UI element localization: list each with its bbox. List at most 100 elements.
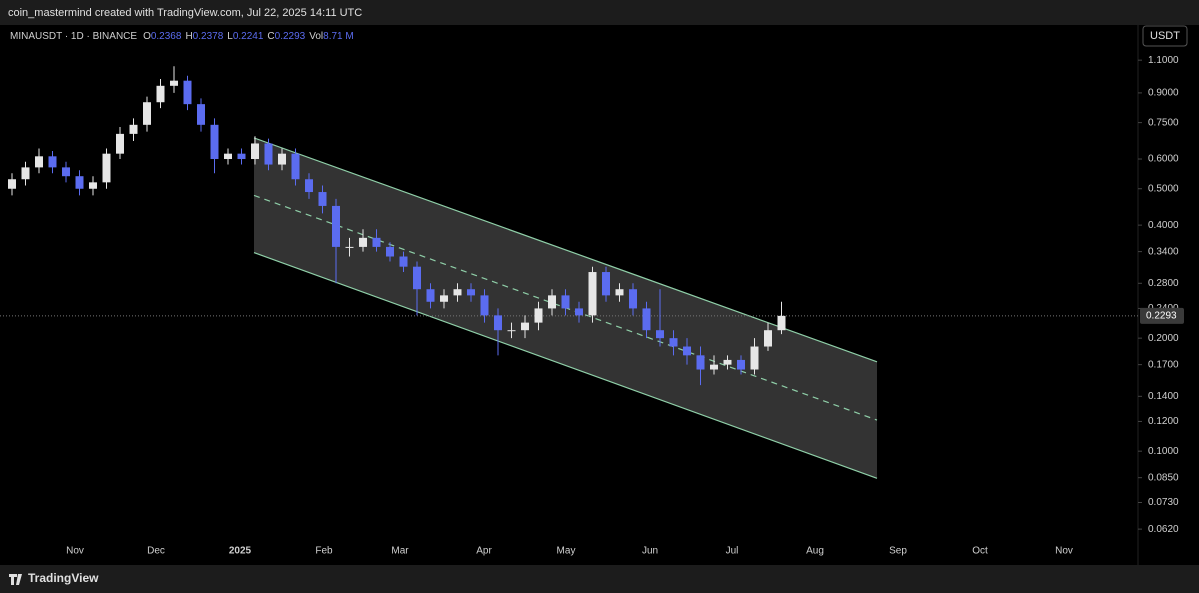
candle-body: [588, 272, 597, 316]
candle-body: [116, 133, 124, 154]
y-tick-label: 0.9000: [1148, 88, 1179, 99]
channel-lower: [253, 252, 878, 479]
candle-body: [440, 295, 448, 302]
currency-button[interactable]: [1142, 25, 1188, 47]
candle-body: [413, 266, 421, 290]
candle-body: [399, 256, 408, 267]
candle-body: [656, 330, 664, 339]
candle-body: [264, 143, 273, 165]
candle-body: [102, 153, 111, 183]
candle-body: [278, 153, 286, 165]
legend: MINAUSDT · 1D · BINANCE O0.2368 H0.2378 L0.…: [10, 31, 354, 42]
y-tick-label: 0.1700: [1148, 359, 1179, 370]
candle-body: [224, 153, 232, 160]
credit: coin_mastermind created with TradingView…: [8, 7, 362, 19]
candle-body: [318, 192, 327, 206]
y-tick-label: 0.2800: [1148, 278, 1179, 289]
y-tick-label: 0.3400: [1148, 246, 1179, 257]
x-tick-label: Sep: [889, 546, 907, 557]
y-tick-label: 0.0730: [1148, 497, 1179, 508]
x-tick-label: May: [557, 546, 576, 557]
channel-upper: [253, 137, 878, 363]
candle-body: [372, 237, 381, 247]
y-tick-label: 0.1000: [1148, 446, 1179, 457]
candle-body: [143, 102, 151, 125]
candle-body: [89, 182, 97, 189]
candle-body: [480, 295, 489, 316]
candle-body: [669, 338, 678, 347]
candle-body: [710, 364, 718, 370]
candle-body: [683, 346, 691, 356]
y-tick-label: 0.7500: [1148, 117, 1179, 128]
y-tick-label: 0.6000: [1148, 154, 1179, 165]
y-tick-label: 0.0850: [1148, 472, 1179, 483]
y-tick-label: 0.5000: [1148, 183, 1179, 194]
x-tick-label: Apr: [476, 546, 492, 557]
candle-body: [764, 330, 772, 347]
legend-key: H: [185, 31, 192, 42]
candle-body: [615, 289, 624, 296]
y-tick-label: 0.4000: [1148, 220, 1179, 231]
candle-body: [534, 308, 543, 323]
candle-body: [75, 176, 84, 189]
candle-body: [345, 246, 354, 248]
x-tick-label: Jun: [642, 546, 658, 557]
legend-value: 8.71 M: [323, 31, 354, 42]
legend-key: L: [227, 31, 233, 42]
candle-body: [170, 80, 178, 86]
candle-body: [696, 355, 705, 370]
x-tick-label: Nov: [66, 546, 84, 557]
candle-body: [8, 179, 16, 189]
candle-body: [548, 295, 556, 309]
last-price-box: [1140, 307, 1184, 324]
candle-body: [210, 124, 219, 160]
candle-body: [642, 308, 651, 331]
candle-body: [737, 359, 745, 370]
candle-body: [35, 156, 43, 168]
legend-value: 0.2241: [233, 31, 264, 42]
y-tick-label: 0.1400: [1148, 391, 1179, 402]
candle-body: [21, 167, 30, 180]
candle-body: [426, 289, 435, 302]
candle-body: [750, 346, 759, 370]
top-bar: [0, 0, 1199, 25]
candle-body: [197, 104, 205, 125]
y-tick-label: 0.0620: [1148, 524, 1179, 535]
y-tick-label: 1.1000: [1148, 55, 1179, 66]
symbol: MINAUSDT · 1D · BINANCE: [10, 31, 137, 42]
legend-value: 0.2368: [151, 31, 182, 42]
x-tick-label: Nov: [1055, 546, 1073, 557]
candle-body: [48, 156, 57, 168]
candle-body: [386, 246, 394, 257]
candle-body: [507, 330, 516, 332]
x-tick-label: Jul: [726, 546, 739, 557]
candle-body: [129, 124, 138, 134]
candle-body: [629, 289, 637, 309]
candle-body: [777, 315, 786, 331]
x-tick-label: Mar: [391, 546, 409, 557]
legend-key: C: [267, 31, 274, 42]
candle-body: [453, 289, 462, 296]
candle-body: [359, 237, 367, 247]
legend-key: Vol: [309, 31, 323, 42]
currency-label: USDT: [1150, 30, 1180, 42]
legend-value: 0.2293: [275, 31, 306, 42]
legend-key: O: [143, 31, 151, 42]
y-tick-label: 0.1200: [1148, 416, 1179, 427]
candle-body: [156, 85, 165, 103]
candle-body: [494, 315, 502, 331]
candle-body: [602, 272, 610, 296]
candle-body: [291, 153, 300, 180]
candle-body: [561, 295, 570, 309]
x-tick-label: Feb: [315, 546, 333, 557]
candle-body: [305, 179, 313, 193]
x-tick-label: Dec: [147, 546, 165, 557]
y-tick-label: 0.2000: [1148, 333, 1179, 344]
x-tick-label: Oct: [972, 546, 988, 557]
candle-body: [723, 359, 732, 365]
candle-body: [62, 167, 70, 177]
candle-body: [467, 289, 475, 296]
candle-body: [521, 322, 529, 331]
